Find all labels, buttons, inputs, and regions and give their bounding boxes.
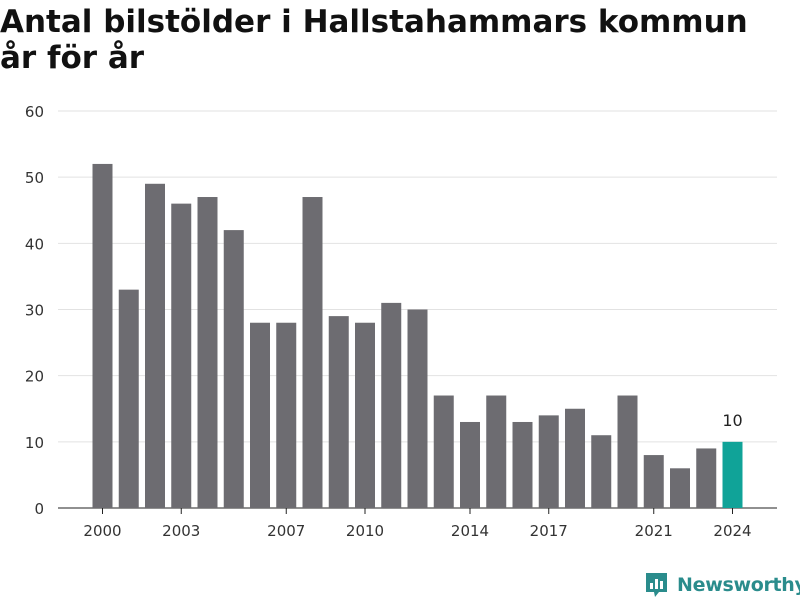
bar-2012 (407, 309, 428, 508)
bar-2009 (328, 316, 349, 508)
bar-2001 (118, 289, 139, 508)
bar-2006 (250, 322, 270, 508)
bar-2002 (145, 183, 165, 509)
bar-2021 (643, 455, 664, 508)
y-tick-label: 20 (25, 368, 44, 386)
bar-2017 (538, 415, 559, 508)
data-label-2024: 10 (722, 411, 742, 430)
bar-2023 (696, 448, 717, 508)
x-tick-label: 2007 (267, 522, 305, 540)
bar-2019 (591, 435, 612, 508)
bar-2004 (197, 197, 218, 508)
y-tick-label: 40 (25, 235, 44, 253)
bar-2014 (460, 421, 480, 508)
x-tick-label: 2003 (162, 522, 200, 540)
y-tick-label: 30 (25, 302, 44, 320)
y-tick-label: 60 (25, 103, 44, 121)
bar-2016 (512, 421, 533, 508)
bar-2000 (92, 163, 113, 508)
y-tick-label: 10 (25, 434, 44, 452)
y-tick-label: 50 (25, 169, 44, 187)
newsworthy-brand: Newsworthy (644, 570, 800, 600)
x-tick-label: 2010 (346, 522, 384, 540)
x-tick-label: 2024 (713, 522, 751, 540)
bar-2011 (381, 302, 402, 508)
bar-2022 (670, 468, 690, 508)
x-tick-label: 2017 (530, 522, 568, 540)
bar-2018 (565, 408, 585, 508)
x-tick-label: 2014 (451, 522, 489, 540)
bar-2020 (617, 395, 638, 508)
bars (92, 163, 743, 509)
brand-name: Newsworthy (677, 574, 800, 596)
bar-2013 (433, 395, 454, 508)
x-tick-label: 2000 (83, 522, 121, 540)
bar-2003 (171, 203, 192, 508)
y-axis-ticks: 0 10 20 30 40 50 60 (25, 103, 44, 518)
bar-2005 (223, 230, 244, 508)
newsworthy-logo-icon (646, 573, 667, 597)
bar-2010 (355, 322, 375, 508)
chart-title: Antal bilstölder i Hallstahammars kommun… (0, 4, 748, 76)
y-tick-label: 0 (34, 500, 44, 518)
x-tick-label: 2021 (635, 522, 673, 540)
data-labels: 10 (722, 411, 742, 430)
bar-2015 (486, 395, 507, 508)
bar-2024 (722, 441, 743, 508)
bar-2007 (276, 322, 297, 508)
x-axis-ticks: 2000 2003 2007 2010 2014 2017 2021 2024 (83, 508, 752, 540)
bar-2008 (302, 197, 323, 508)
